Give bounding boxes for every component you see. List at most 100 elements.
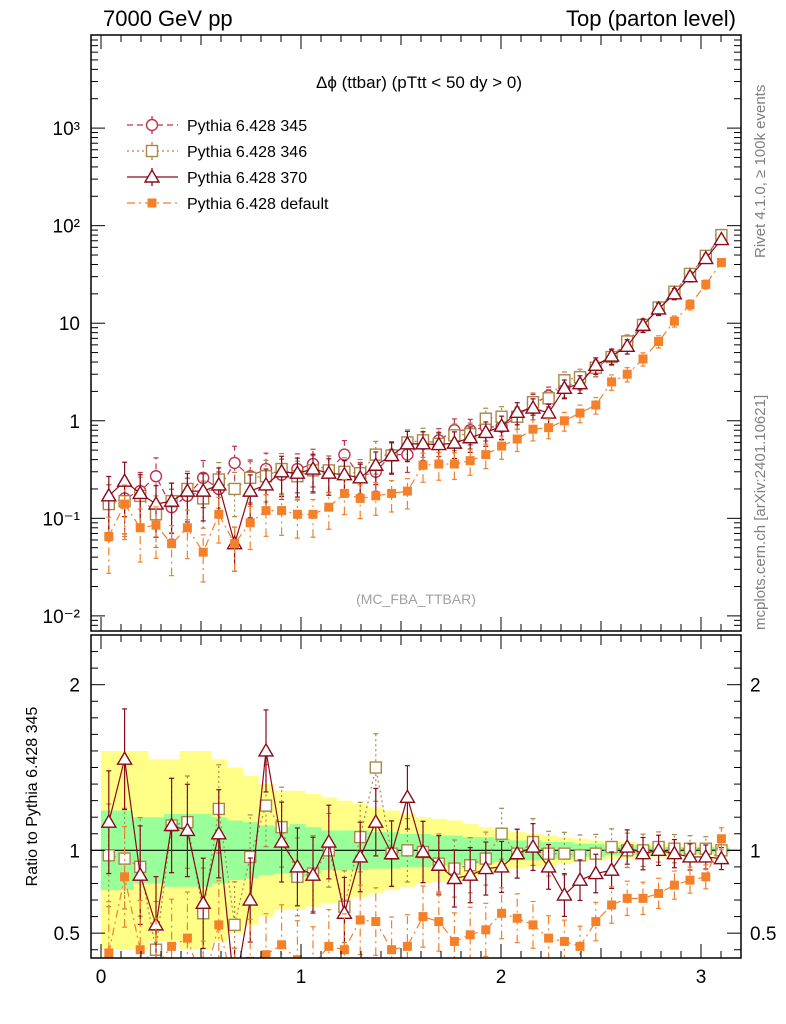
- marker-filled-square: [512, 913, 522, 923]
- ratio-ytick-label-left: 2: [69, 676, 80, 697]
- series-p370: [100, 231, 730, 572]
- marker-triangle: [116, 472, 133, 487]
- marker-filled-square: [120, 872, 130, 882]
- marker-triangle: [414, 435, 432, 450]
- legend-item-p345: Pythia 6.428 345: [127, 116, 307, 135]
- series-p346: [102, 228, 728, 549]
- marker-filled-square: [622, 893, 632, 903]
- marker-filled-square: [135, 523, 145, 533]
- marker-filled-square: [261, 950, 271, 958]
- marker-triangle: [100, 813, 118, 828]
- marker-triangle: [713, 850, 730, 865]
- ratio-ytick-label-right: 2: [750, 676, 761, 697]
- marker-filled-square: [528, 920, 538, 930]
- legend-item-default: Pythia 6.428 default: [127, 196, 329, 213]
- marker-square: [542, 392, 555, 405]
- marker-filled-square: [261, 506, 271, 516]
- marker-filled-square: [402, 486, 412, 496]
- marker-triangle: [257, 742, 275, 757]
- header-left-label: 7000 GeV pp: [103, 6, 233, 31]
- marker-filled-square: [559, 416, 569, 426]
- marker-filled-square: [230, 987, 239, 996]
- marker-triangle: [461, 429, 479, 444]
- marker-triangle: [681, 268, 699, 283]
- marker-triangle: [713, 231, 730, 246]
- marker-triangle: [508, 403, 526, 419]
- marker-filled-square: [324, 502, 334, 512]
- marker-triangle: [556, 379, 573, 395]
- axes-frames: 10⁻² 10⁻¹ 1 10 10² 10³ 0 1 2 3 0.5 0.5 1 1 2 2: [43, 34, 776, 988]
- marker-triangle: [179, 822, 196, 837]
- ratio-ytick-label-left: 0.5: [54, 924, 80, 945]
- marker-filled-square: [716, 257, 726, 267]
- marker-triangle: [131, 866, 149, 881]
- xtick-label: 0: [96, 967, 107, 988]
- ratio-ytick-label-left: 1: [69, 841, 80, 862]
- marker-triangle: [430, 436, 448, 451]
- marker-triangle: [351, 848, 369, 863]
- marker-filled-square: [591, 400, 601, 410]
- marker-filled-square: [387, 945, 397, 955]
- marker-filled-square: [544, 423, 554, 433]
- marker-triangle: [618, 838, 636, 853]
- marker-filled-square: [607, 377, 617, 387]
- marker-filled-square: [497, 908, 507, 918]
- marker-filled-square: [167, 941, 177, 951]
- ratio-ytick-label-right: 0.5: [750, 924, 776, 945]
- marker-triangle: [163, 492, 180, 507]
- marker-filled-square: [575, 408, 585, 418]
- marker-triangle: [304, 866, 322, 881]
- marker-filled-square: [182, 933, 192, 943]
- marker-triangle: [477, 860, 495, 875]
- series-line: [108, 234, 722, 516]
- marker-triangle: [143, 168, 161, 183]
- marker-filled-square: [669, 880, 679, 890]
- legend-item-p346: Pythia 6.428 346: [127, 142, 307, 161]
- marker-triangle: [194, 894, 212, 910]
- marker-filled-square: [151, 520, 161, 530]
- marker-filled-square: [152, 962, 161, 971]
- marker-filled-square: [449, 459, 459, 469]
- marker-triangle: [228, 984, 242, 996]
- marker-triangle: [273, 463, 290, 478]
- marker-filled-square: [324, 941, 334, 951]
- marker-filled-square: [512, 434, 522, 444]
- marker-triangle: [587, 865, 605, 880]
- marker-filled-square: [182, 523, 192, 533]
- main-plot: Δϕ (ttbar) (pTtt < 50 dy > 0) (MC_FBA_TTB…: [100, 73, 730, 607]
- marker-square: [369, 761, 382, 774]
- marker-triangle: [477, 424, 495, 439]
- marker-triangle: [304, 460, 322, 475]
- marker-filled-square: [701, 872, 711, 882]
- ytick-label: 10⁻¹: [43, 509, 81, 530]
- marker-filled-square: [449, 936, 459, 946]
- marker-square: [145, 144, 159, 158]
- marker-triangle: [618, 337, 636, 352]
- marker-filled-square: [339, 488, 349, 498]
- marker-triangle: [257, 476, 275, 491]
- marker-square: [558, 847, 571, 860]
- marker-filled-square: [387, 488, 397, 498]
- marker-filled-square: [418, 460, 428, 470]
- marker-triangle: [289, 858, 306, 873]
- marker-filled-square: [685, 875, 695, 885]
- marker-square: [259, 799, 273, 812]
- marker-square: [228, 918, 241, 932]
- marker-filled-square: [654, 888, 664, 898]
- legend-label: Pythia 6.428 370: [187, 170, 307, 187]
- marker-square: [573, 849, 587, 862]
- marker-triangle: [414, 843, 432, 858]
- marker-triangle: [634, 316, 652, 332]
- marker-triangle: [289, 464, 306, 479]
- marker-filled-square: [198, 547, 208, 557]
- marker-triangle: [571, 375, 589, 390]
- marker-triangle: [320, 833, 338, 848]
- marker-filled-square: [371, 917, 381, 927]
- watermark-label: (MC_FBA_TTBAR): [356, 591, 476, 607]
- marker-triangle: [179, 482, 196, 497]
- marker-triangle: [383, 447, 400, 462]
- marker-triangle: [367, 813, 385, 828]
- ratio-plot: Ratio to Pythia 6.428 345: [24, 707, 741, 996]
- marker-filled-square: [292, 955, 302, 958]
